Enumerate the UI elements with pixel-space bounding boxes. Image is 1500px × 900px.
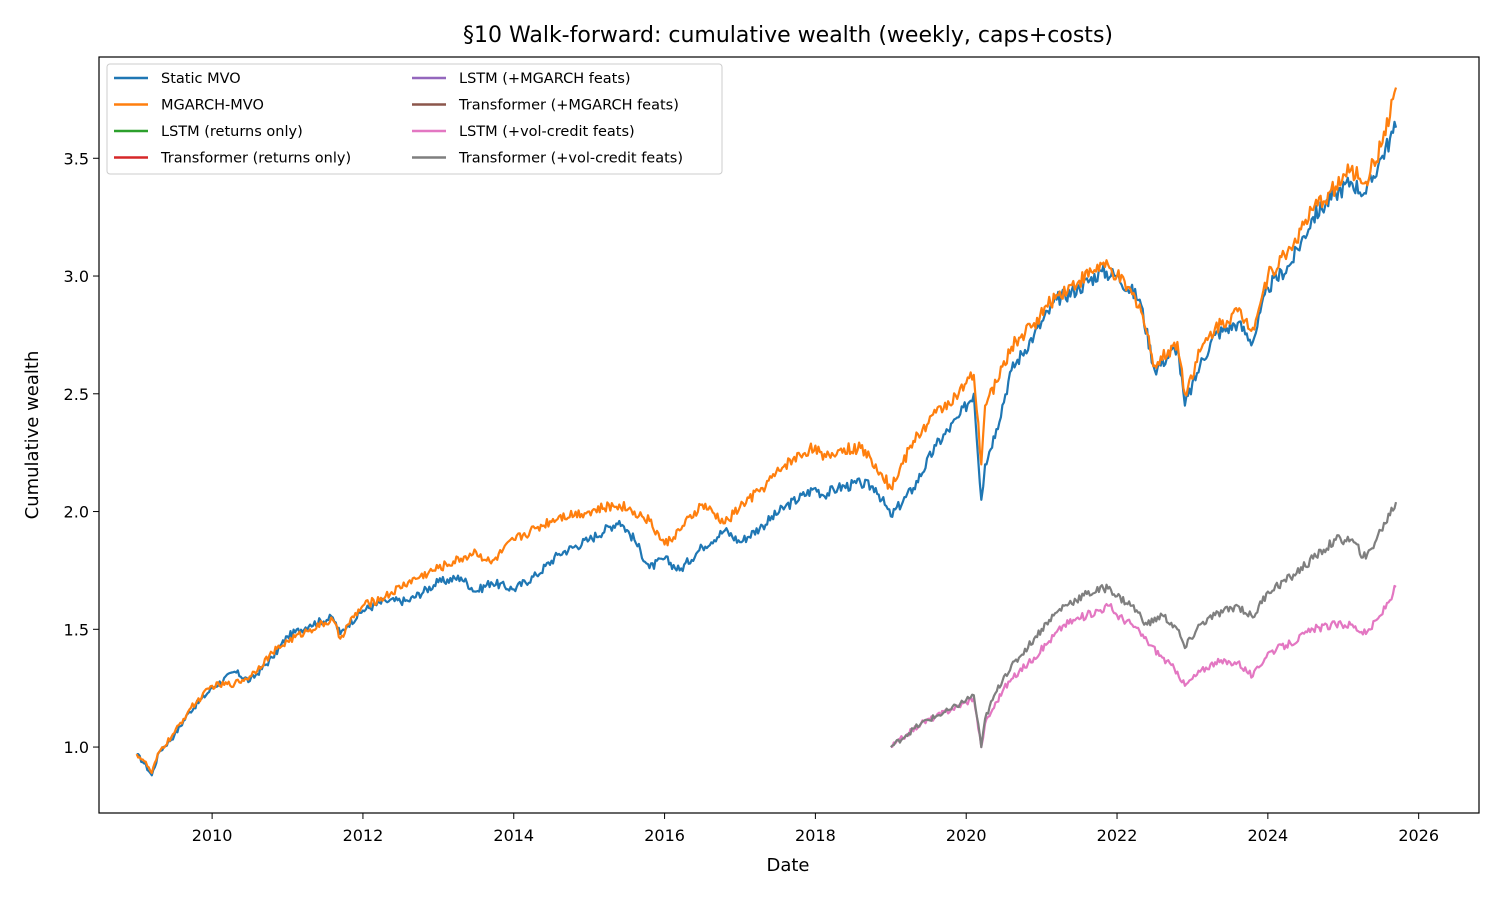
legend: Static MVO MGARCH-MVO LSTM (returns only) T… <box>106 63 723 175</box>
x-tick-label: 2018 <box>795 826 836 845</box>
plot-area <box>98 56 1480 814</box>
x-tick-label: 2012 <box>343 826 384 845</box>
legend-box <box>106 63 723 175</box>
x-tick-label: 2010 <box>192 826 233 845</box>
x-tick-label: 2014 <box>493 826 534 845</box>
legend-label-mgarch-mvo: MGARCH-MVO <box>161 98 264 114</box>
y-tick-label: 3.5 <box>64 149 89 168</box>
x-tick-label: 2022 <box>1097 826 1138 845</box>
legend-label-lstm-mgarch-feats: LSTM (+MGARCH feats) <box>459 71 631 87</box>
y-tick-label: 2.0 <box>64 503 89 522</box>
x-tick-label: 2020 <box>946 826 987 845</box>
y-axis: 1.0 1.5 2.0 2.5 3.0 3.5 <box>64 149 99 757</box>
y-tick-label: 1.0 <box>64 738 89 757</box>
series-line-mgarch-mvo <box>135 87 1398 775</box>
y-tick-label: 2.5 <box>64 385 89 404</box>
x-tick-label: 2026 <box>1398 826 1439 845</box>
legend-label-transformer-returns-only: Transformer (returns only) <box>160 151 351 167</box>
y-tick-label: 1.5 <box>64 620 89 639</box>
legend-label-transformer-mgarch-feats: Transformer (+MGARCH feats) <box>458 98 679 114</box>
x-tick-label: 2016 <box>644 826 685 845</box>
legend-label-static-mvo: Static MVO <box>161 71 241 87</box>
x-tick-label: 2024 <box>1247 826 1288 845</box>
y-tick-label: 3.0 <box>64 267 89 286</box>
legend-label-lstm-returns-only: LSTM (returns only) <box>161 124 303 140</box>
series-line-transformer-vol-credit-feats <box>890 501 1398 749</box>
series-layer <box>135 87 1398 777</box>
x-axis-label: Date <box>766 855 809 876</box>
y-axis-label: Cumulative wealth <box>22 351 43 520</box>
legend-label-lstm-vol-credit-feats: LSTM (+vol-credit feats) <box>459 124 635 140</box>
plot-frame <box>98 56 1480 814</box>
legend-label-transformer-vol-credit-feats: Transformer (+vol-credit feats) <box>458 151 683 167</box>
x-axis: 2010 2012 2014 2016 2018 2020 2022 2024 2026 <box>192 813 1439 845</box>
chart-title: §10 Walk-forward: cumulative wealth (wee… <box>463 23 1113 48</box>
